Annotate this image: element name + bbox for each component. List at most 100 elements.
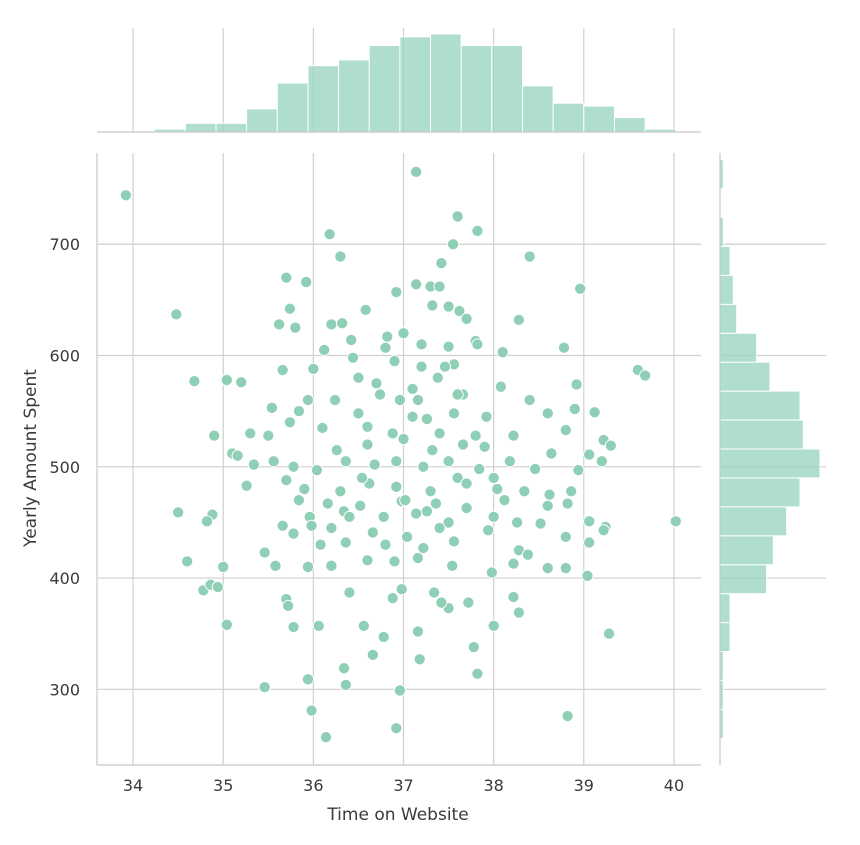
data-point (503, 455, 516, 468)
data-point (543, 488, 556, 501)
data-point (559, 530, 572, 543)
data-point (435, 596, 448, 609)
data-point (451, 471, 464, 484)
data-point (301, 673, 314, 686)
top-hist-bar (307, 65, 340, 133)
data-point (314, 538, 327, 551)
data-point (433, 280, 446, 293)
data-point (447, 407, 461, 420)
data-point (428, 586, 441, 599)
data-point (355, 471, 369, 484)
data-point (507, 590, 520, 604)
data-point (523, 250, 536, 263)
data-point (377, 630, 390, 644)
data-point (406, 382, 419, 395)
data-point (420, 412, 433, 425)
data-point (397, 327, 410, 340)
top-hist-bar (552, 102, 585, 133)
data-point (426, 299, 439, 312)
data-point (604, 439, 617, 452)
y-axis-label: Yearly Amount Spent (21, 369, 41, 548)
right-hist-bar (719, 332, 758, 363)
data-point (451, 388, 464, 401)
data-point (574, 282, 587, 295)
data-point (388, 555, 401, 568)
data-point (471, 224, 484, 237)
data-point (325, 521, 338, 535)
y-tick-label: 400 (49, 569, 80, 588)
right-hist-bar (719, 390, 801, 421)
data-point (559, 424, 572, 437)
data-point (390, 455, 403, 468)
data-point (280, 474, 293, 487)
right-hist-bar (719, 361, 771, 392)
x-tick-label: 36 (303, 776, 323, 795)
data-point (282, 599, 295, 612)
data-point (487, 619, 500, 632)
data-point (581, 569, 594, 582)
data-point (491, 482, 504, 496)
data-point (231, 449, 244, 462)
data-point (244, 427, 257, 440)
data-point (262, 429, 275, 442)
data-point (370, 377, 383, 390)
data-point (307, 362, 320, 375)
scatter-points (119, 165, 682, 744)
data-point (496, 346, 509, 359)
x-tick-label: 37 (393, 776, 413, 795)
data-point (200, 515, 214, 528)
data-point (292, 494, 305, 507)
data-point (460, 477, 473, 490)
data-point (583, 448, 596, 461)
data-point (339, 536, 352, 549)
right-hist-bar (719, 274, 734, 305)
data-point (390, 286, 403, 299)
top-hist-bar (399, 36, 432, 133)
data-point (316, 421, 329, 434)
data-point (301, 393, 314, 407)
data-point (343, 510, 356, 523)
data-point (447, 535, 461, 548)
data-point (415, 360, 428, 373)
data-point (188, 375, 201, 388)
data-point (410, 507, 423, 520)
data-point (312, 619, 325, 632)
data-point (460, 312, 473, 325)
data-point (220, 618, 233, 631)
data-point (545, 447, 558, 460)
top-hist-bar (276, 82, 309, 133)
data-point (498, 494, 511, 507)
data-point (511, 516, 524, 529)
right-hist-bar (719, 419, 804, 450)
data-point (388, 355, 401, 368)
data-point (411, 551, 424, 565)
data-point (453, 304, 466, 318)
data-point (321, 497, 334, 510)
data-point (669, 515, 682, 528)
data-point (433, 521, 446, 535)
data-point (359, 303, 372, 316)
data-point (287, 527, 300, 540)
data-point (379, 538, 392, 551)
data-point (487, 510, 500, 523)
data-point (283, 302, 296, 315)
data-point (442, 516, 455, 529)
data-point (361, 438, 374, 451)
data-point (438, 360, 452, 373)
data-point (413, 653, 426, 666)
data-point (541, 499, 554, 512)
x-tick-label: 39 (574, 776, 594, 795)
data-point (339, 678, 352, 691)
y-tick-labels: 300 400 500 600 700 (49, 235, 80, 699)
x-tick-label: 38 (483, 776, 503, 795)
data-point (518, 485, 531, 498)
data-point (460, 501, 473, 515)
data-point (478, 440, 491, 453)
data-point (507, 557, 520, 570)
data-point (401, 530, 414, 543)
data-point (345, 333, 358, 346)
data-point (523, 393, 536, 407)
data-point (377, 510, 390, 523)
data-point (287, 620, 300, 634)
data-point (393, 684, 406, 697)
